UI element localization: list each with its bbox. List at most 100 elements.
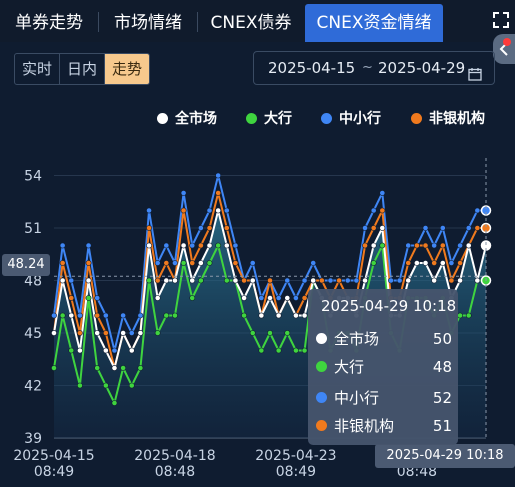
data-point [301, 347, 308, 354]
data-point [51, 330, 57, 336]
data-point [301, 277, 308, 284]
data-point [405, 277, 412, 284]
data-point [197, 225, 204, 231]
data-point [284, 330, 291, 336]
tooltip-dot [316, 333, 327, 344]
data-point [154, 295, 161, 301]
data-point [102, 312, 109, 319]
data-point [137, 312, 144, 319]
tooltip-row: 全市场 50 [308, 327, 458, 351]
data-point [379, 190, 386, 196]
data-point [180, 207, 187, 214]
data-point [120, 330, 127, 336]
data-point [301, 295, 308, 301]
data-point [111, 400, 118, 406]
data-point [197, 242, 204, 249]
data-point [370, 225, 377, 231]
expand-icon[interactable] [491, 10, 511, 30]
data-point [379, 242, 386, 249]
mode-realtime-button[interactable]: 实时 [15, 54, 61, 84]
tab-divider [98, 12, 99, 32]
legend-item[interactable]: 中小行 [321, 108, 381, 128]
data-point [258, 312, 265, 319]
data-point [465, 225, 472, 231]
data-point [77, 347, 83, 354]
data-point [197, 277, 204, 284]
calendar-icon[interactable] [468, 60, 482, 81]
end-date[interactable]: 2025-04-29 [378, 59, 466, 77]
data-point [223, 277, 230, 284]
data-point [206, 225, 213, 231]
data-point [111, 365, 118, 371]
data-point [275, 312, 282, 319]
y-tick-label: 51 [24, 221, 42, 237]
data-point [85, 295, 92, 301]
data-point [327, 277, 334, 284]
data-point [180, 242, 187, 249]
legend-item[interactable]: 大行 [246, 108, 292, 128]
data-point [448, 260, 455, 266]
data-point [474, 277, 481, 284]
x-tick-label: 08:48 [155, 464, 195, 480]
tooltip-series-name: 全市场 [334, 330, 380, 348]
data-point [284, 277, 291, 284]
data-point [439, 242, 446, 249]
data-point [405, 242, 412, 249]
data-point [353, 277, 360, 284]
tooltip-dot [316, 392, 327, 403]
data-point [422, 225, 429, 231]
data-point [370, 242, 377, 249]
tab-single-bond-trend[interactable]: 单券走势 [15, 13, 83, 33]
data-point [439, 260, 446, 266]
data-point [223, 207, 230, 214]
data-point [362, 277, 368, 284]
data-point [154, 330, 161, 336]
data-point [370, 207, 377, 214]
data-point [396, 277, 403, 284]
data-point [68, 347, 75, 354]
data-point [223, 225, 230, 231]
data-point [215, 207, 222, 214]
data-point [336, 277, 343, 284]
mode-trend-button[interactable]: 走势 [105, 54, 150, 84]
mode-intraday-button[interactable]: 日内 [60, 54, 106, 84]
data-point [59, 260, 66, 266]
data-point [249, 330, 256, 336]
data-point [163, 260, 170, 266]
x-tick-label: 2025-04-18 [134, 448, 215, 464]
data-point [422, 242, 429, 249]
data-point [422, 260, 429, 266]
data-point [51, 312, 57, 319]
tab-market-sentiment[interactable]: 市场情绪 [114, 13, 182, 33]
data-point [154, 260, 161, 266]
mode-segmented-control: 实时 日内 走势 [14, 53, 151, 85]
legend-item[interactable]: 全市场 [157, 108, 217, 128]
data-point [77, 382, 83, 389]
data-point [77, 312, 83, 319]
data-point [267, 295, 273, 301]
date-range-picker[interactable]: 2025-04-15 ~ 2025-04-29 [253, 51, 495, 85]
data-point [68, 295, 75, 301]
tab-cnex-funding-sentiment[interactable]: CNEX资金情绪 [305, 4, 443, 42]
data-point [128, 347, 135, 354]
data-point [94, 312, 101, 319]
data-point [102, 382, 109, 389]
tooltip-row: 非银机构 51 [308, 414, 458, 438]
data-point [197, 260, 204, 266]
tab-cnex-bonds[interactable]: CNEX债券 [210, 13, 292, 33]
data-point [128, 330, 135, 336]
legend-item[interactable]: 非银机构 [411, 108, 485, 128]
data-point [474, 225, 481, 231]
data-point [474, 207, 481, 214]
data-point [154, 277, 161, 284]
tooltip-series-value: 52 [432, 389, 452, 407]
start-date[interactable]: 2025-04-15 [268, 59, 356, 77]
tooltip-series-name: 非银机构 [334, 417, 395, 435]
data-point [457, 260, 463, 266]
data-point [215, 172, 222, 179]
legend-dot [246, 112, 257, 124]
data-point [275, 347, 282, 354]
data-point [172, 312, 178, 319]
data-point [258, 347, 265, 354]
data-point [362, 242, 368, 249]
